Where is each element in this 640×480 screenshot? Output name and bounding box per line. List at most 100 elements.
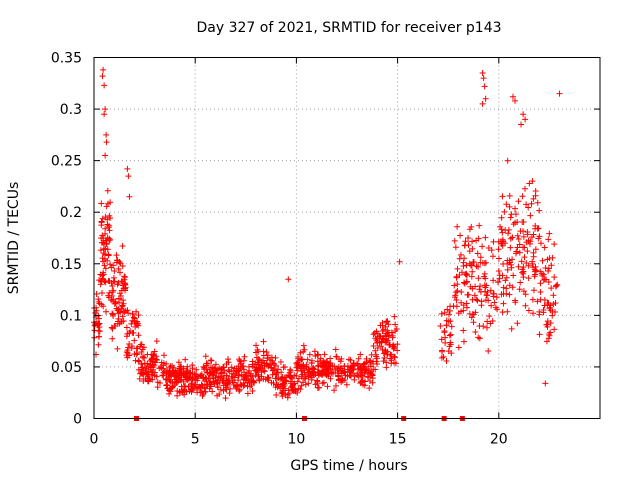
data-point (459, 269, 465, 276)
data-point (488, 302, 495, 309)
data-point (253, 354, 260, 361)
data-point (518, 258, 525, 265)
data-point (452, 244, 459, 251)
data-point (233, 368, 240, 375)
plot-frame (93, 57, 601, 419)
data-point (534, 225, 541, 232)
data-point (305, 380, 312, 387)
data-point (240, 357, 247, 364)
data-point (509, 256, 516, 263)
data-point (469, 238, 476, 245)
data-point (456, 255, 463, 262)
data-point (496, 272, 503, 279)
data-point (109, 325, 116, 332)
data-point (509, 234, 516, 241)
data-point (457, 232, 464, 239)
data-point (453, 303, 460, 310)
data-point (114, 345, 121, 352)
data-point (185, 383, 192, 390)
data-point (320, 368, 327, 375)
data-point (548, 285, 555, 292)
data-point (502, 277, 509, 284)
data-point (138, 341, 145, 348)
data-point (473, 296, 480, 303)
data-point (495, 278, 502, 285)
data-point (108, 292, 115, 299)
data-point (96, 328, 103, 335)
data-point (526, 240, 533, 247)
data-point (100, 303, 107, 310)
data-point (217, 370, 224, 377)
data-point (119, 313, 126, 320)
data-point (460, 338, 467, 345)
data-point (207, 370, 214, 377)
data-point (95, 296, 102, 303)
data-point (357, 351, 364, 358)
data-point (110, 287, 117, 294)
data-point (130, 314, 137, 321)
y-tick-label: 0.2 (60, 205, 82, 221)
data-point (171, 373, 178, 380)
data-point (98, 278, 105, 285)
data-point (451, 294, 458, 301)
data-point (190, 387, 197, 394)
data-point (524, 248, 531, 255)
data-point (486, 313, 493, 320)
data-point (149, 361, 156, 368)
data-point (384, 318, 391, 325)
data-point (102, 245, 109, 252)
data-point (161, 352, 168, 359)
data-point (129, 310, 136, 317)
data-point (456, 271, 463, 278)
data-point (527, 212, 534, 219)
data-point (95, 315, 102, 322)
data-point (120, 300, 127, 307)
data-point (116, 299, 123, 306)
data-point (504, 266, 511, 273)
data-point (142, 369, 149, 376)
data-point (103, 203, 110, 210)
data-point (178, 383, 185, 390)
data-point (189, 365, 196, 372)
data-point (156, 365, 163, 372)
data-point (482, 95, 489, 102)
data-point (226, 368, 233, 375)
data-point (370, 331, 377, 338)
data-point (278, 389, 285, 396)
data-point (525, 204, 532, 211)
data-point (481, 83, 488, 90)
data-point (179, 389, 186, 396)
data-point (169, 380, 176, 387)
data-point (214, 383, 221, 390)
y-tick-label: 0.35 (51, 51, 82, 67)
data-point (102, 230, 109, 237)
data-point (138, 349, 145, 356)
data-point (202, 353, 209, 360)
data-point (374, 344, 381, 351)
data-point (484, 318, 491, 325)
data-point (275, 374, 282, 381)
data-point (516, 249, 523, 256)
y-tick-label: 0.1 (60, 308, 82, 324)
data-point (505, 230, 512, 237)
data-point (359, 377, 366, 384)
data-point (322, 362, 329, 369)
data-point (284, 394, 291, 401)
data-point (366, 385, 373, 392)
data-point (502, 227, 509, 234)
y-tick-label: 0 (73, 412, 82, 428)
data-point (476, 286, 483, 293)
data-point (324, 358, 331, 365)
data-point (525, 275, 532, 282)
data-point (532, 246, 539, 253)
data-point (244, 390, 251, 397)
data-point (164, 385, 171, 392)
data-point (361, 370, 368, 377)
data-point (487, 287, 494, 294)
data-point (105, 277, 112, 284)
data-point (99, 215, 106, 222)
data-point (530, 195, 537, 202)
data-point (154, 357, 161, 364)
data-point (251, 379, 258, 386)
x-tick-label: 20 (490, 432, 508, 448)
